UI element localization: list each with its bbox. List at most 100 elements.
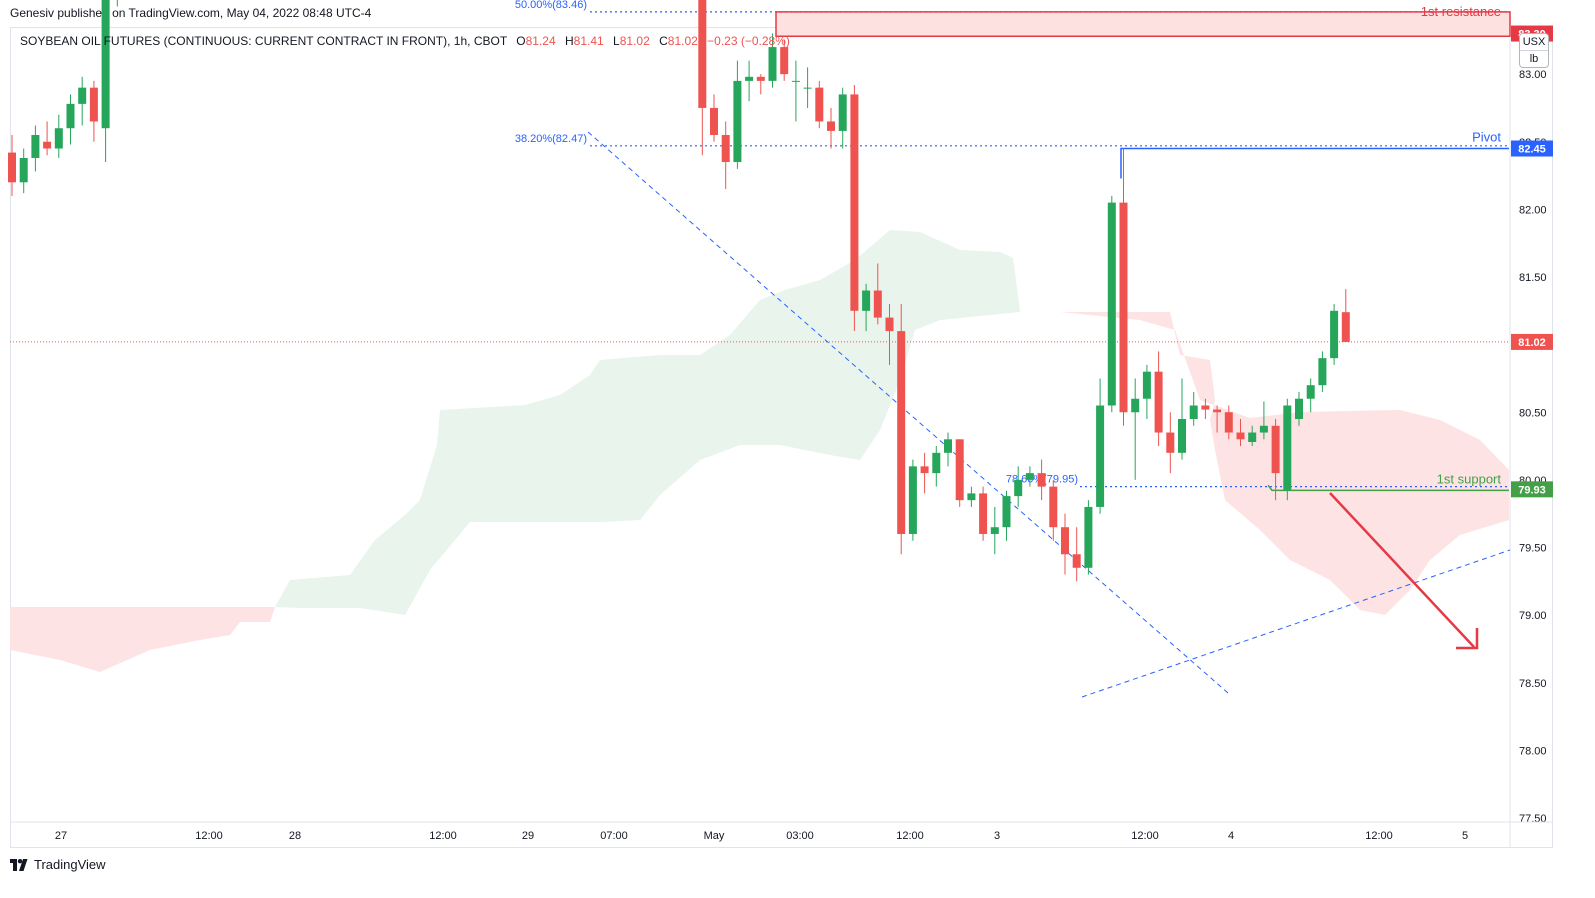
candle-body	[756, 76, 765, 81]
candle-body	[745, 76, 754, 81]
candle-body	[768, 47, 777, 81]
unit-selector[interactable]: USX lb	[1519, 33, 1549, 68]
candle-body	[1061, 527, 1069, 555]
candle-body	[1306, 385, 1315, 399]
x-tick-label: 03:00	[786, 830, 814, 842]
pivot-label: Pivot	[1472, 130, 1501, 145]
candle-body	[19, 157, 28, 183]
x-tick-label: 28	[289, 830, 301, 842]
candle-body	[1236, 432, 1245, 440]
candle-body	[1025, 473, 1034, 480]
x-tick-label: 12:00	[896, 830, 924, 842]
x-tick-label: 07:00	[600, 830, 628, 842]
candle-body	[908, 466, 917, 534]
x-tick-label: 12:00	[195, 830, 223, 842]
candle-body	[932, 452, 941, 474]
candle-body	[885, 317, 894, 332]
candle-body	[838, 94, 847, 131]
candle-body	[1131, 398, 1140, 413]
candle-body	[780, 47, 789, 75]
candle-body	[990, 527, 999, 534]
fib-382-label: 38.20%(82.47)	[515, 133, 587, 145]
candle-body	[721, 134, 730, 163]
x-tick-label: 12:00	[1365, 830, 1393, 842]
y-tick-label: 77.50	[1519, 813, 1547, 825]
support-price-tag-label: 79.93	[1518, 484, 1546, 496]
high-value: 81.41	[573, 34, 604, 48]
candle-body	[54, 128, 63, 149]
candle-body	[1259, 425, 1268, 433]
support-line	[1267, 484, 1509, 492]
candle-body	[1037, 473, 1046, 487]
candle-body	[43, 141, 52, 149]
candle-body	[89, 87, 98, 122]
candle-body	[1213, 409, 1222, 413]
currency-unit[interactable]: USX	[1522, 36, 1546, 48]
x-tick-label: 12:00	[1131, 830, 1159, 842]
candle-body	[1166, 432, 1175, 453]
y-tick-label: 78.50	[1519, 678, 1547, 690]
cloud-bull	[275, 230, 1020, 615]
x-tick-label: 12:00	[429, 830, 457, 842]
last-price-tag-label: 81.02	[1518, 337, 1546, 349]
candle-body	[733, 80, 742, 163]
cloud-bear-right	[1013, 258, 1509, 615]
tradingview-logo-icon	[10, 858, 28, 871]
high-label: H	[565, 34, 574, 48]
candle-body	[862, 290, 871, 311]
projection-arrow-head	[1456, 628, 1479, 650]
open-value: 81.24	[525, 34, 556, 48]
y-tick-label: 80.50	[1519, 407, 1547, 419]
candle-body	[1142, 371, 1151, 399]
open-label: O	[516, 34, 526, 48]
low-label: L	[613, 34, 620, 48]
candle-body	[815, 87, 824, 122]
candle-body	[1283, 405, 1292, 491]
candle-body	[1014, 479, 1023, 497]
candle-body	[803, 87, 812, 89]
candle-body	[698, 0, 707, 108]
candle-body	[979, 493, 988, 534]
symbol-title: SOYBEAN OIL FUTURES (CONTINUOUS: CURRENT…	[20, 34, 507, 48]
x-tick-label: 27	[55, 830, 67, 842]
footer-brand-label: TradingView	[34, 857, 106, 872]
pivot-price-tag-bg	[1511, 140, 1553, 157]
candle-body	[850, 94, 859, 311]
close-label: C	[659, 34, 668, 48]
candle-body	[8, 152, 16, 183]
candle-body	[1295, 398, 1303, 420]
y-tick-label: 82.00	[1519, 204, 1547, 216]
low-value: 81.02	[619, 34, 650, 48]
change-value: −0.23 (−0.28%)	[707, 34, 790, 48]
candle-body	[1072, 554, 1081, 568]
candle-body	[1224, 412, 1233, 433]
candle-body	[101, 0, 110, 129]
candle-body	[1178, 419, 1186, 453]
y-tick-label: 83.00	[1519, 69, 1547, 81]
candle-body	[1002, 496, 1011, 528]
candle-body	[827, 121, 835, 131]
y-tick-label: 81.50	[1519, 272, 1547, 284]
candle-body	[897, 331, 906, 534]
candle-body	[1084, 506, 1093, 568]
last-price-tag-bg	[1511, 333, 1553, 350]
candle-body	[1119, 202, 1128, 413]
pivot-price-tag-label: 82.45	[1518, 144, 1546, 156]
candle-body	[873, 290, 882, 318]
x-tick-label: 5	[1462, 830, 1468, 842]
candle-body	[31, 134, 40, 158]
footer-brand[interactable]: TradingView	[10, 857, 106, 872]
y-tick-label: 78.00	[1519, 745, 1547, 757]
candle-body	[1248, 432, 1257, 443]
candle-body	[1318, 358, 1327, 386]
x-tick-label: 4	[1228, 830, 1234, 842]
candle-body	[1154, 371, 1163, 433]
symbol-legend: SOYBEAN OIL FUTURES (CONTINUOUS: CURRENT…	[20, 34, 790, 48]
support-price-tag-bg	[1511, 481, 1553, 498]
price-unit[interactable]: lb	[1520, 50, 1548, 67]
y-tick-label: 79.00	[1519, 610, 1547, 622]
candle-body	[710, 107, 718, 135]
candle-body	[1330, 310, 1339, 359]
projection-arrow	[1329, 492, 1475, 648]
